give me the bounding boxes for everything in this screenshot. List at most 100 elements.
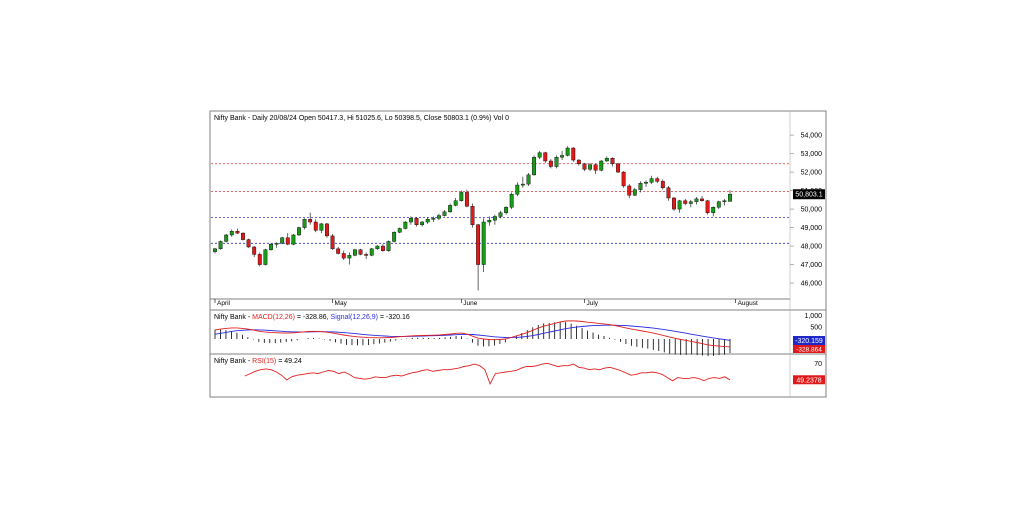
candle-body (722, 200, 727, 202)
candle-body (464, 192, 469, 207)
price-panel-frame (209, 110, 827, 311)
candle-body (257, 254, 262, 265)
candle-body (526, 174, 531, 185)
candle-body (397, 228, 402, 233)
candle-body (576, 159, 581, 164)
candle-body (408, 218, 413, 223)
signal-label: Signal(12,26,9) (331, 314, 378, 321)
candle-body (448, 205, 453, 213)
candle-body (694, 198, 699, 202)
candle-body (593, 164, 598, 171)
y-tick-label: 48,000 (801, 244, 823, 251)
candle-body (325, 223, 329, 237)
candle-body (369, 248, 374, 256)
candle-body (616, 163, 620, 173)
candle-body (235, 231, 240, 234)
y-tick-label: 50,000 (801, 207, 823, 214)
signal-value-tag-label: -320.159 (795, 338, 823, 345)
candle-body (274, 243, 279, 245)
rsi-panel: 70 49.2378 (244, 361, 825, 386)
candle-body (453, 200, 458, 206)
macd-title-prefix: Nifty Bank - (214, 314, 252, 321)
candle-body (627, 185, 632, 196)
macd-title: Nifty Bank - MACD(12,26) = -328.86, Sign… (214, 314, 410, 321)
x-month-label: July (586, 300, 598, 307)
candle-body (537, 152, 542, 158)
candle-body (459, 192, 464, 201)
macd-line (214, 320, 731, 348)
candle-body (375, 245, 380, 250)
candle-body (269, 244, 273, 250)
candle-body (476, 224, 481, 265)
candle-body (285, 237, 290, 245)
candle-body (414, 218, 419, 225)
rsi-title: Nifty Bank - RSI(15) = 49.24 (214, 358, 302, 365)
candle-body (291, 234, 296, 245)
candle-body (638, 182, 643, 190)
candle-body (353, 249, 357, 256)
y-tick-label: 47,000 (801, 262, 823, 269)
price-chart-title: Nifty Bank - Daily 20/08/24 Open 50417.3… (214, 115, 509, 122)
candle-body (492, 216, 497, 221)
rsi-value: = 49.24 (276, 358, 302, 365)
candle-body (380, 245, 385, 251)
candle-body (302, 219, 307, 228)
candle-body (532, 157, 537, 176)
candle-body (330, 235, 335, 250)
candle-body (252, 246, 257, 255)
candle-body (610, 158, 615, 164)
macd-value-tag (793, 345, 825, 353)
candle-body (470, 206, 475, 225)
rsi-label: RSI(15) (252, 358, 276, 365)
candle-body (677, 200, 682, 210)
candle-body (436, 215, 441, 219)
y-tick-label: 49,000 (801, 225, 823, 232)
macd-value: = -328.86, (295, 314, 331, 321)
candle-body (716, 201, 721, 208)
candle-body (599, 160, 604, 171)
macd-label: MACD(12,26) (252, 314, 295, 321)
candle-body (711, 207, 716, 213)
candle-body (313, 221, 318, 231)
price-panel: 54,00053,00052,00051,00050,00049,00048,0… (211, 133, 825, 307)
macd-y-tick-label: 1,000 (804, 313, 822, 320)
candle-body (644, 182, 648, 184)
y-tick-label: 54,000 (801, 133, 823, 140)
candle-body (560, 155, 565, 158)
candle-body (341, 253, 346, 259)
candle-body (420, 221, 425, 225)
candle-body (666, 187, 671, 199)
candle-body (229, 231, 234, 236)
last-price-tag (793, 189, 825, 200)
candle-body (621, 171, 626, 187)
last-price-tag-label: 50,803.1 (795, 192, 822, 199)
macd-panel: 1,000 500 -320.159 -328.864 (214, 313, 825, 357)
rsi-line (244, 362, 731, 386)
macd-value-tag-label: -328.864 (796, 347, 822, 354)
candle-body (481, 221, 486, 265)
candle-body (548, 160, 553, 167)
candle-body (364, 254, 369, 256)
candle-body (700, 198, 704, 201)
candle-body (520, 183, 525, 186)
candle-body (263, 249, 268, 265)
x-month-label: August (738, 300, 758, 307)
candle-body (442, 211, 447, 216)
candle-body (347, 255, 352, 259)
candle-body (582, 163, 587, 170)
rsi-y-tick-label: 70 (814, 361, 822, 368)
y-tick-label: 46,000 (801, 281, 823, 288)
rsi-value-tag (793, 375, 825, 385)
candle-body (403, 221, 408, 229)
candle-body (604, 158, 609, 162)
candle-body (392, 231, 397, 242)
candle-body (543, 152, 548, 162)
candle-body (565, 147, 570, 156)
x-month-label: June (463, 300, 477, 307)
candle-body (246, 239, 251, 248)
candle-body (241, 232, 245, 240)
candle-body (319, 223, 324, 231)
candle-body (588, 164, 592, 170)
candle-body (280, 237, 285, 244)
